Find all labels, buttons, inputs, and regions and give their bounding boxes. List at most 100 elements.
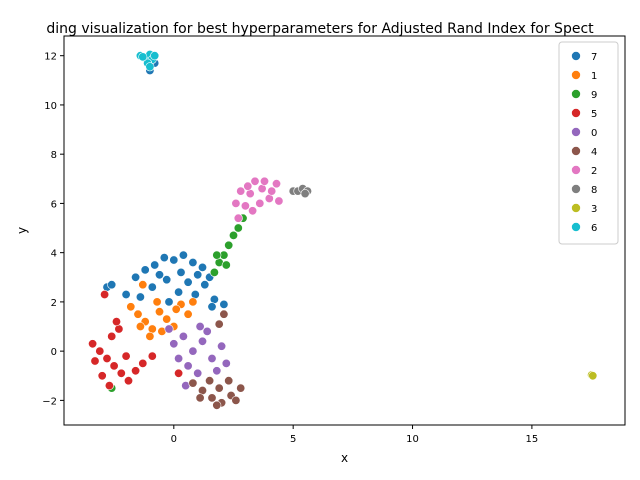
point-series-8-4: [300, 189, 310, 199]
y-tick-label-6: 10: [44, 101, 57, 112]
point-series-7-6: [169, 255, 179, 265]
point-series-5-14: [147, 351, 157, 361]
point-series-7-22: [155, 270, 165, 280]
point-series-4-6: [205, 376, 215, 386]
point-series-5-11: [131, 366, 141, 376]
point-series-5-5: [124, 376, 134, 386]
point-series-7-8: [188, 257, 198, 267]
point-series-7-19: [219, 299, 229, 309]
point-series-2-14: [267, 186, 277, 196]
legend-marker-4: [571, 146, 581, 156]
legend: 7 1 9 5 0 4 2 8 3 6: [558, 41, 619, 245]
y-tick-label-7: 12: [44, 52, 57, 63]
legend-label-6: 6: [591, 223, 597, 234]
point-series-1-5: [162, 314, 172, 324]
point-series-7-14: [147, 282, 157, 292]
point-series-0-6: [183, 361, 193, 371]
point-series-9-7: [221, 260, 231, 270]
point-series-9-8: [212, 250, 222, 260]
point-series-4-5: [236, 383, 246, 393]
point-series-5-9: [104, 381, 114, 391]
point-series-4-12: [219, 309, 229, 319]
point-series-1-4: [155, 307, 165, 317]
y-tick-label-5: 8: [51, 150, 57, 161]
legend-label-5: 5: [591, 109, 597, 120]
point-series-2-6: [271, 179, 281, 189]
point-series-7-21: [176, 267, 186, 277]
point-series-4-7: [214, 383, 224, 393]
legend-marker-6: [571, 222, 581, 232]
point-series-2-9: [236, 186, 246, 196]
point-series-7-1: [107, 280, 117, 290]
point-series-2-13: [231, 198, 241, 208]
legend-box: [558, 41, 619, 245]
legend-marker-3: [571, 203, 581, 213]
point-series-1-1: [133, 309, 143, 319]
legend-marker-2: [571, 165, 581, 175]
point-series-5-15: [90, 356, 100, 366]
point-series-0-3: [198, 336, 208, 346]
point-series-2-12: [248, 206, 258, 216]
point-series-4-9: [195, 393, 205, 403]
point-series-1-15: [188, 297, 198, 307]
point-series-7-15: [135, 292, 145, 302]
point-series-0-5: [217, 341, 227, 351]
point-series-9-5: [233, 223, 243, 233]
point-series-0-8: [202, 326, 212, 336]
point-series-3-1: [588, 371, 598, 381]
point-series-5-2: [102, 353, 112, 363]
x-axis-ticks: 0 5 10 15: [171, 425, 539, 445]
point-series-0-13: [195, 321, 205, 331]
point-series-1-10: [135, 321, 145, 331]
legend-label-8: 8: [591, 185, 597, 196]
x-tick-label-1: 5: [290, 434, 296, 445]
point-series-4-10: [231, 395, 241, 405]
legend-label-0: 0: [591, 128, 597, 139]
legend-label-1: 1: [591, 71, 597, 82]
point-series-4-8: [224, 376, 234, 386]
point-series-7-2: [131, 272, 141, 282]
point-series-9-0: [209, 267, 219, 277]
point-series-7-26: [164, 297, 174, 307]
point-series-2-3: [250, 176, 260, 186]
point-series-6-6: [138, 52, 148, 62]
point-series-9-3: [224, 240, 234, 250]
legend-marker-0: [571, 127, 581, 137]
point-series-5-8: [97, 371, 107, 381]
y-tick-label-3: 4: [51, 249, 57, 260]
point-series-1-9: [145, 331, 155, 341]
point-series-7-25: [121, 289, 131, 299]
x-axis-label: x: [341, 451, 348, 465]
point-series-1-13: [138, 280, 148, 290]
point-series-7-7: [178, 250, 188, 260]
points-layer: [88, 49, 598, 410]
point-series-7-9: [198, 262, 208, 272]
point-series-0-11: [221, 358, 231, 368]
point-series-4-2: [207, 393, 217, 403]
point-series-7-13: [162, 275, 172, 285]
point-series-7-11: [183, 277, 193, 287]
legend-label-9: 9: [591, 90, 597, 101]
point-series-6-7: [145, 62, 155, 72]
point-series-2-10: [259, 176, 269, 186]
y-axis-label: y: [15, 227, 29, 234]
point-series-2-1: [240, 201, 250, 211]
x-tick-label-0: 0: [171, 434, 177, 445]
point-series-5-12: [138, 358, 148, 368]
legend-marker-7: [571, 51, 581, 61]
x-tick-label-3: 15: [526, 434, 539, 445]
point-series-2-8: [243, 181, 253, 191]
point-series-5-3: [109, 361, 119, 371]
point-series-0-14: [164, 324, 174, 334]
y-axis-ticks: −2 0 2 4 6 8 10 12: [42, 52, 64, 407]
x-tick-label-2: 10: [406, 434, 419, 445]
point-series-7-17: [200, 280, 210, 290]
point-series-9-4: [229, 230, 239, 240]
point-series-2-7: [255, 198, 265, 208]
point-series-4-13: [214, 319, 224, 329]
point-series-0-4: [207, 353, 217, 363]
point-series-0-10: [212, 366, 222, 376]
legend-label-7: 7: [591, 52, 597, 63]
legend-marker-5: [571, 108, 581, 118]
